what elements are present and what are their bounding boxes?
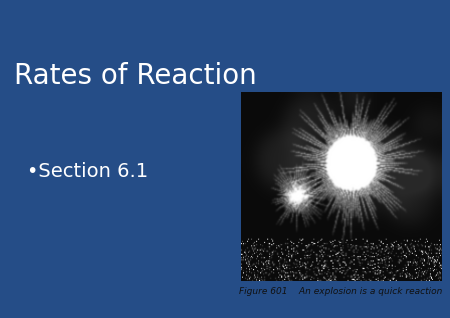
Text: •Section 6.1: •Section 6.1 bbox=[27, 162, 148, 181]
Text: Figure 601    An explosion is a quick reaction: Figure 601 An explosion is a quick react… bbox=[239, 287, 442, 296]
Text: Rates of Reaction: Rates of Reaction bbox=[14, 62, 256, 90]
